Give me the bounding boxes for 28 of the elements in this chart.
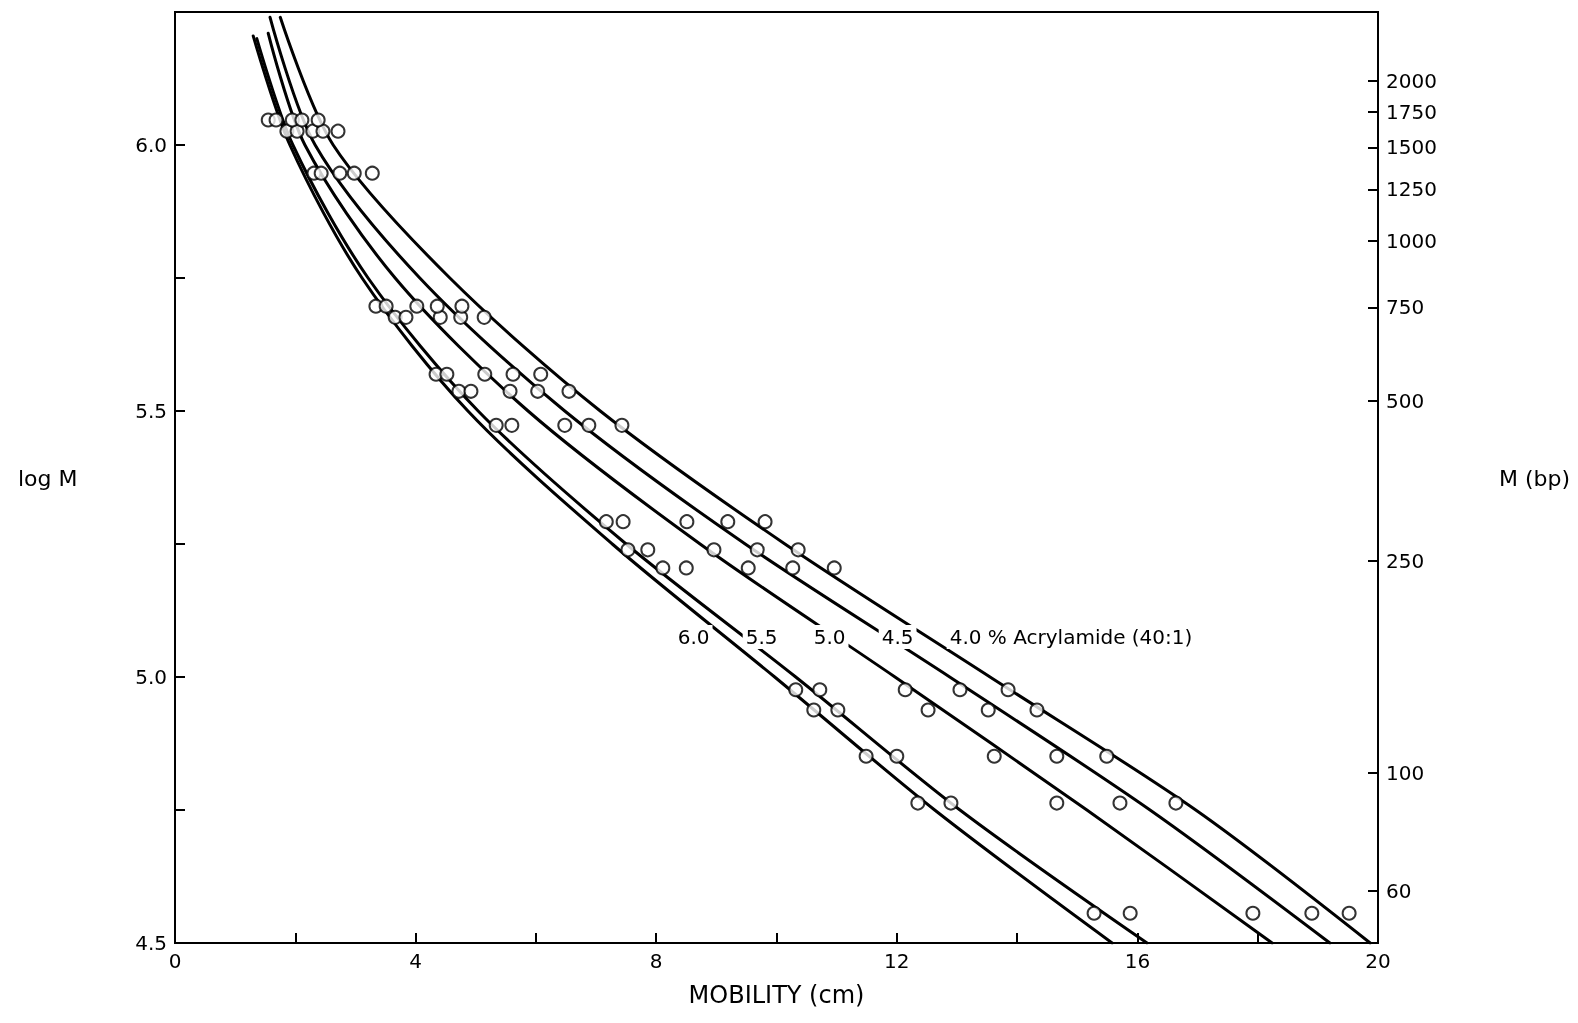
series-label: 4.0 % Acrylamide (40:1) bbox=[949, 625, 1193, 649]
x-tick-label: 16 bbox=[1124, 949, 1151, 973]
y2-tick-label: 1250 bbox=[1386, 177, 1437, 202]
x-tick-label: 20 bbox=[1365, 949, 1391, 973]
y2-axis-title: M (bp) bbox=[1498, 465, 1571, 491]
x-tick-label: 4 bbox=[409, 949, 422, 973]
x-tick-label: 0 bbox=[168, 949, 182, 973]
series-label: 5.0 bbox=[813, 625, 846, 649]
y-tick-label: 6.0 bbox=[135, 133, 167, 157]
y2-tick-label: 500 bbox=[1386, 389, 1425, 414]
y2-tick-label: 60 bbox=[1386, 878, 1412, 903]
series-label: 5.5 bbox=[745, 625, 778, 649]
y-tick-label: 4.5 bbox=[135, 931, 167, 955]
series-label: 6.0 bbox=[677, 625, 710, 649]
series-label: 4.5 bbox=[881, 625, 914, 649]
y2-tick-label: 1500 bbox=[1386, 135, 1437, 160]
y-tick-label: 5.0 bbox=[135, 665, 167, 689]
y2-tick-label: 1750 bbox=[1386, 99, 1437, 124]
y2-tick-label: 750 bbox=[1386, 295, 1425, 320]
y-axis-title: log M bbox=[18, 465, 78, 491]
y2-tick-label: 1000 bbox=[1386, 228, 1437, 253]
y2-tick-label: 2000 bbox=[1386, 68, 1437, 93]
x-axis-title: MOBILITY (cm) bbox=[688, 981, 865, 1009]
y-tick-label: 5.5 bbox=[135, 399, 167, 423]
y2-tick-label: 250 bbox=[1386, 549, 1425, 574]
x-tick-label: 12 bbox=[884, 949, 910, 973]
x-tick-label: 8 bbox=[649, 949, 663, 973]
y2-tick-label: 100 bbox=[1386, 760, 1425, 785]
